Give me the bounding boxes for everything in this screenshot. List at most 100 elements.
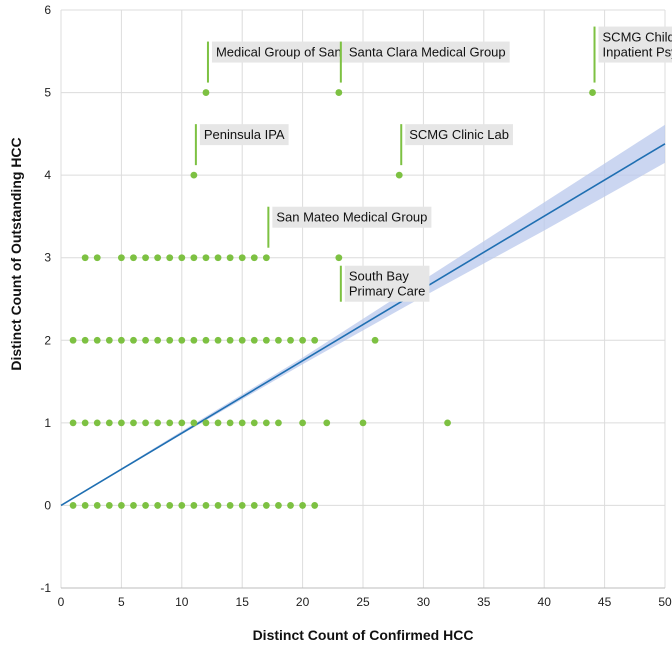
data-point (190, 419, 198, 427)
annotation-label: SCMG Child (603, 30, 672, 45)
data-point (275, 502, 282, 509)
data-points (69, 89, 596, 509)
y-tick-label: 1 (44, 416, 51, 430)
data-point (118, 336, 125, 344)
data-point (166, 336, 174, 344)
data-point (130, 254, 137, 262)
data-point (238, 502, 246, 509)
annotation: SCMG Clinic Lab (400, 124, 513, 166)
data-point (250, 254, 258, 262)
data-point (166, 419, 174, 427)
y-tick-label: 3 (44, 251, 51, 265)
data-point (105, 336, 113, 344)
data-point (93, 336, 101, 344)
annotation: San Mateo Medical Group (267, 206, 432, 248)
data-point (214, 336, 222, 344)
data-point (81, 419, 89, 427)
y-tick-label: 4 (44, 168, 51, 182)
data-point (154, 419, 162, 427)
y-tick-labels: -1 0 1 2 3 4 5 6 (40, 3, 51, 595)
data-point (178, 419, 186, 427)
data-point (118, 419, 125, 427)
x-axis-title: Distinct Count of Confirmed HCC (253, 627, 474, 643)
data-point (142, 336, 149, 344)
data-point (93, 502, 101, 509)
x-tick-label: 15 (236, 595, 250, 609)
data-point (178, 502, 186, 509)
data-point (226, 336, 234, 344)
x-tick-label: 35 (477, 595, 491, 609)
x-tick-labels: 0 5 10 15 20 25 30 35 40 45 50 (58, 595, 672, 609)
data-point (287, 336, 294, 344)
data-point (178, 254, 186, 262)
x-tick-label: 45 (598, 595, 612, 609)
data-point (371, 336, 379, 344)
data-point (69, 419, 77, 427)
data-point (142, 254, 149, 262)
trend-line-path (60, 143, 666, 507)
annotation-label: San Mateo Medical Group (276, 210, 427, 225)
annotation: Santa Clara Medical Group (339, 41, 510, 83)
x-tick-label: 40 (538, 595, 552, 609)
data-point (275, 419, 282, 427)
annotation-label-bg (405, 124, 513, 146)
data-point (154, 254, 162, 262)
annotation: Peninsula IPA (194, 124, 289, 166)
data-point (105, 419, 113, 427)
y-axis-title: Distinct Count of Outstanding HCC (8, 137, 24, 370)
annotation-label: South Bay (349, 269, 409, 284)
data-point (250, 419, 258, 427)
data-point (142, 419, 149, 427)
annotation-label-bg (344, 265, 430, 302)
data-point (93, 254, 101, 262)
y-tick-label: -1 (40, 581, 51, 595)
data-point (250, 502, 258, 509)
data-point (395, 171, 403, 179)
annotation-label-bg (272, 206, 432, 228)
data-point (335, 254, 343, 262)
data-point (69, 336, 77, 344)
x-tick-label: 5 (118, 595, 125, 609)
y-tick-label: 6 (44, 3, 51, 17)
annotations: Medical Group of San Jose - HillsdaleSan… (194, 26, 672, 302)
data-point (287, 502, 294, 509)
x-tick-label: 10 (175, 595, 189, 609)
annotation-label: SCMG Clinic Lab (409, 127, 509, 142)
y-tick-label: 0 (44, 498, 51, 512)
data-point (69, 502, 77, 509)
trend-line (60, 143, 666, 507)
data-point (154, 336, 162, 344)
data-point (130, 336, 137, 344)
annotation-label-bg (598, 26, 672, 63)
data-point (130, 502, 137, 509)
y-tick-label: 5 (44, 86, 51, 100)
data-point (238, 419, 246, 427)
data-point (202, 89, 210, 96)
data-point (81, 336, 89, 344)
data-point (202, 254, 210, 262)
data-point (262, 419, 270, 427)
data-point (226, 419, 234, 427)
x-tick-label: 20 (296, 595, 310, 609)
data-point (323, 419, 331, 427)
annotation-label: Santa Clara Medical Group (349, 45, 506, 60)
x-tick-label: 50 (658, 595, 672, 609)
data-point (202, 502, 210, 509)
data-point (262, 336, 270, 344)
data-point (190, 502, 198, 509)
data-point (202, 336, 210, 344)
data-point (299, 419, 306, 427)
data-point (262, 254, 270, 262)
data-point (335, 89, 343, 96)
data-point (214, 502, 222, 509)
data-point (214, 254, 222, 262)
data-point (81, 502, 89, 509)
data-point (299, 336, 306, 344)
y-tick-label: 2 (44, 333, 51, 347)
data-point (238, 254, 246, 262)
annotation-label: Primary Care (349, 284, 426, 299)
data-point (105, 502, 113, 509)
data-point (202, 419, 210, 427)
